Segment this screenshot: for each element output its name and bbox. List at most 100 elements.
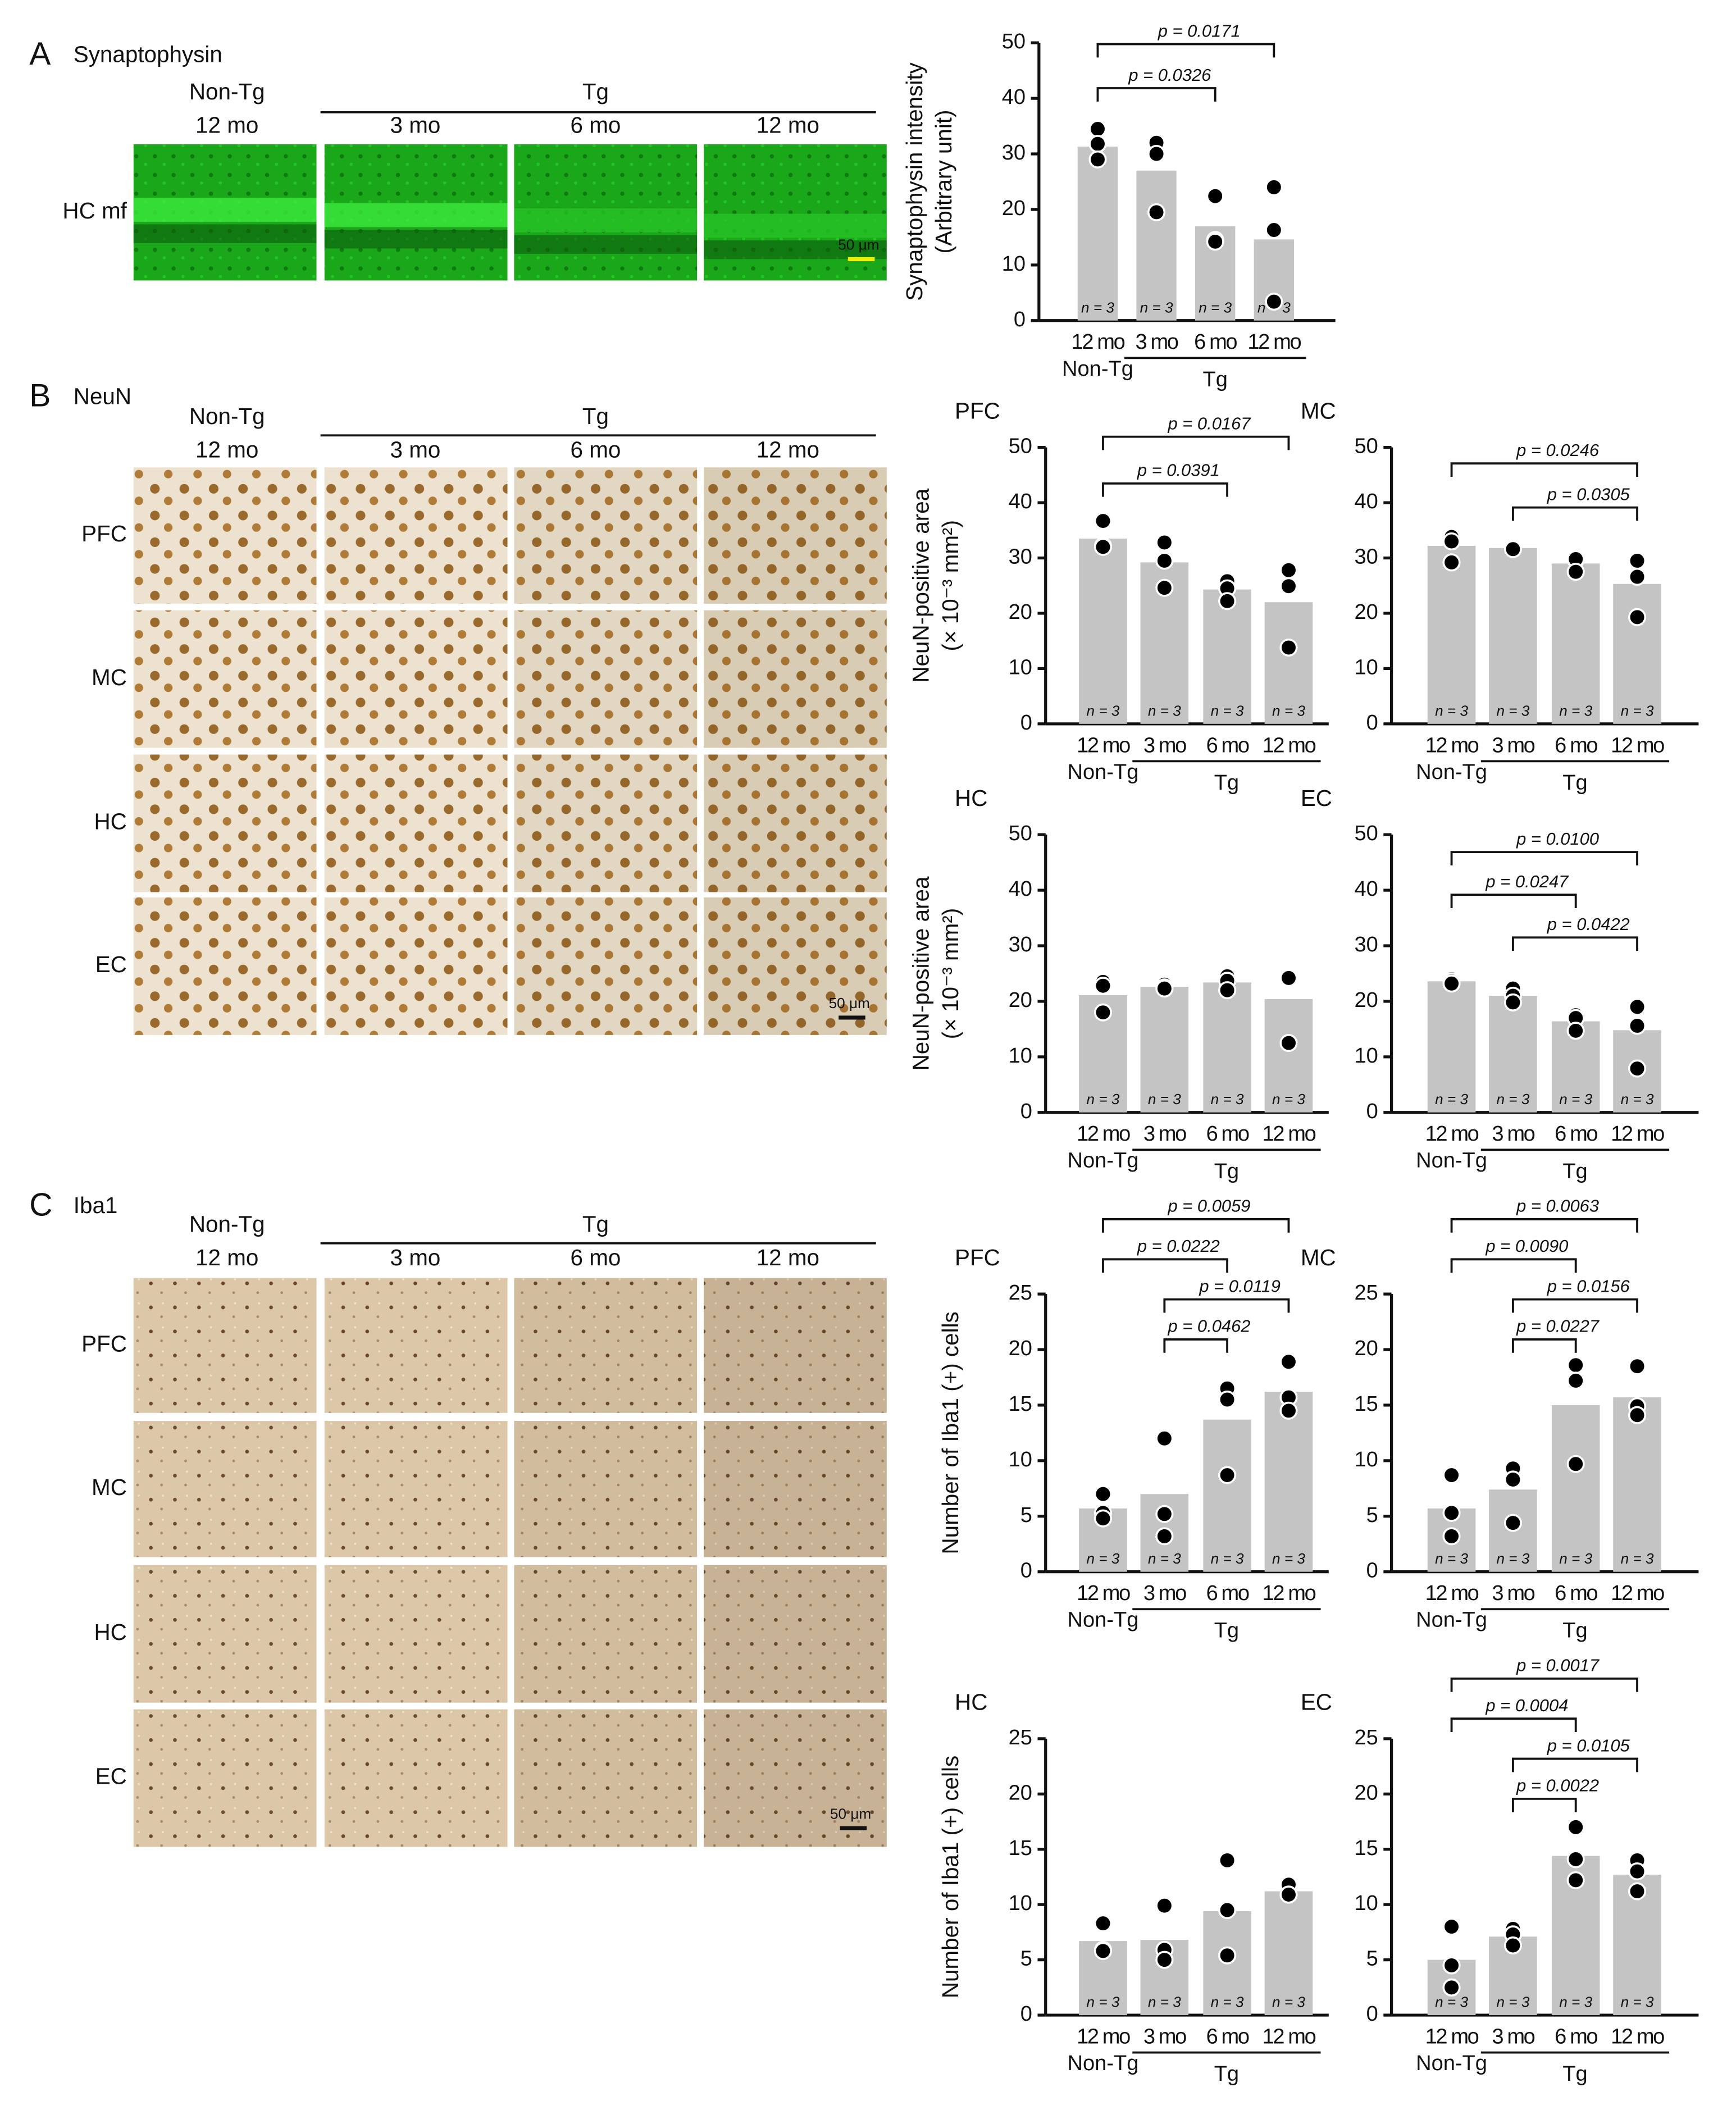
n-label: n = 3 [1435,1091,1468,1108]
bar [1203,1419,1251,1572]
panel-label: A [29,36,51,72]
data-point [1628,1882,1647,1901]
bar [1264,1392,1313,1572]
n-label: n = 3 [1496,1550,1529,1567]
p-value-label: p = 0.0017 [1516,1656,1600,1675]
data-point [1279,969,1298,987]
significance-bracket [1512,1797,1577,1812]
micrograph-shade [514,1709,698,1847]
micrograph-band [514,208,698,233]
micrograph [704,1420,887,1557]
y-tick-label: 10 [1354,655,1378,679]
x-tick-label: 12 mo [1263,1582,1316,1605]
y-tick-label: 20 [1354,600,1378,624]
x-tick-label: 12 mo [1425,1582,1479,1605]
micrograph [324,610,508,748]
data-point [1503,1470,1522,1489]
data-point [1093,537,1113,556]
data-point [1566,1850,1585,1869]
x-tick-label: 12 mo [1425,1122,1479,1146]
column-label: 3 mo [390,1245,441,1270]
row-label: HC [94,809,127,835]
y-axis-label: (× 10⁻³ mm²) [937,520,963,651]
micrograph [514,1709,698,1847]
row-label: HC mf [62,198,127,224]
scale-bar-label: 50 μm [830,1805,871,1822]
x-tick-label: 3 mo [1143,733,1186,757]
y-tick-label: 0 [1366,711,1378,735]
data-point [1442,1956,1461,1975]
y-tick-label: 30 [1354,933,1378,956]
x-tick-label: 12 mo [1425,733,1479,757]
row-label: MC [92,1474,127,1500]
data-point [1265,221,1283,239]
group-label: Non-Tg [1416,1608,1487,1632]
p-value-label: p = 0.0247 [1485,872,1569,891]
column-label: 6 mo [571,112,621,138]
p-value-label: p = 0.0391 [1137,461,1220,480]
y-axis-label: NeuN-positive area [908,488,934,682]
micrograph-shade [514,1278,698,1413]
data-point [1566,1356,1585,1374]
group-label: Tg [1562,771,1587,795]
column-label: 12 mo [195,436,258,462]
y-tick-label: 20 [1354,988,1378,1012]
n-label: n = 3 [1435,702,1468,719]
n-label: n = 3 [1148,1550,1181,1567]
micrograph [514,1565,698,1703]
x-tick-label: 3 mo [1143,1122,1186,1146]
y-tick-label: 5 [1020,1947,1032,1971]
micrograph [324,897,508,1035]
micrograph [324,1278,508,1413]
x-tick-label: 6 mo [1555,1582,1597,1605]
data-point [1093,1942,1113,1960]
y-tick-label: 0 [1366,1100,1378,1123]
n-label: n = 3 [1087,1550,1120,1567]
x-tick-label: 6 mo [1206,1582,1249,1605]
micrograph [133,1420,317,1557]
n-label: n = 3 [1148,702,1181,719]
n-label: n = 3 [1496,1994,1529,2011]
row-label: EC [95,1763,127,1789]
micrograph-shade [704,610,887,748]
data-point [1088,135,1107,153]
chart-title: HC [955,1689,987,1715]
data-point [1093,1003,1113,1022]
data-point [1155,578,1174,597]
data-point [1442,1917,1461,1936]
n-label: n = 3 [1211,1091,1244,1108]
panel-title: NeuN [74,383,131,409]
significance-bracket [1450,1258,1577,1273]
y-tick-label: 50 [1354,822,1378,845]
n-label: n = 3 [1435,1550,1468,1567]
n-label: n = 3 [1087,702,1120,719]
significance-bracket [1450,1677,1638,1692]
y-tick-label: 20 [1009,1337,1032,1360]
y-tick-label: 40 [1009,490,1032,513]
data-point [1155,1527,1174,1546]
x-tick-label: 6 mo [1206,733,1249,757]
y-axis-label: NeuN-positive area [908,876,934,1070]
row-label: PFC [81,1330,127,1356]
column-label: 12 mo [757,112,819,138]
y-tick-label: 15 [1354,1392,1378,1416]
micrograph [324,467,508,604]
group-label: Non-Tg [1068,1608,1139,1632]
p-value-label: p = 0.0105 [1547,1735,1630,1755]
group-label: Non-Tg [1068,1149,1139,1173]
p-value-label: p = 0.0004 [1485,1696,1568,1715]
data-point [1218,592,1237,610]
y-tick-label: 50 [1002,30,1026,53]
data-point [1566,1022,1585,1040]
p-value-label: p = 0.0326 [1128,65,1211,85]
data-point [1503,1514,1522,1532]
data-point [1566,563,1585,581]
x-tick-label: 12 mo [1077,1122,1130,1146]
panel-label: B [29,378,51,414]
significance-bracket [1450,894,1577,908]
bar [1077,147,1118,321]
data-point [1093,1485,1113,1503]
bar [1203,982,1251,1113]
n-label: n = 3 [1148,1994,1181,2011]
data-point [1566,1455,1585,1473]
